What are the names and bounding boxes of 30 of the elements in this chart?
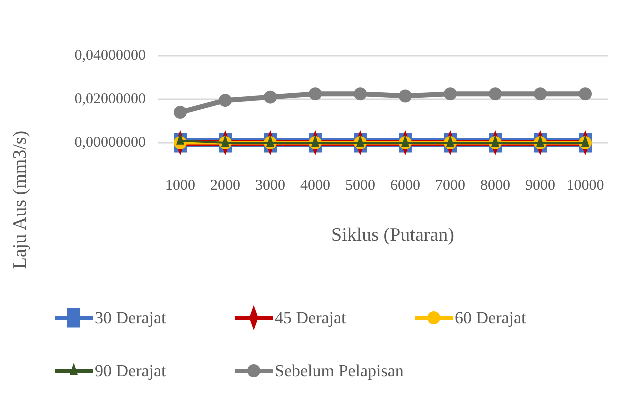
- point: [444, 88, 457, 101]
- x-tick-label: 2000: [210, 178, 240, 194]
- y-tick-label: 0,00000000: [74, 135, 146, 151]
- x-tick-label: 8000: [480, 178, 510, 194]
- legend-label: 30 Derajat: [95, 308, 167, 328]
- x-tick-label: 9000: [526, 178, 556, 194]
- legend-label: 90 Derajat: [95, 362, 167, 380]
- point: [309, 88, 322, 101]
- legend-label: 45 Derajat: [275, 308, 347, 328]
- x-tick-label: 1000: [166, 178, 196, 194]
- x-tick-label: 4000: [300, 178, 330, 194]
- point: [579, 88, 592, 101]
- point: [174, 106, 187, 120]
- point: [534, 88, 547, 101]
- point: [489, 88, 502, 101]
- point: [219, 94, 232, 108]
- y-tick-label: 0,02000000: [74, 92, 146, 108]
- x-tick-label: 6000: [390, 178, 420, 194]
- x-tick-label: 10000: [566, 178, 604, 194]
- x-tick-label: 5000: [346, 178, 376, 194]
- x-tick-label: 3000: [256, 178, 286, 194]
- point: [264, 90, 277, 104]
- x-axis-title: Siklus (Putaran): [332, 225, 454, 246]
- point: [354, 88, 367, 101]
- legend-label: 60 Derajat: [455, 308, 527, 328]
- x-tick-label: 7000: [436, 178, 466, 194]
- legend-label: Sebelum Pelapisan: [275, 362, 404, 380]
- point: [399, 90, 412, 103]
- y-tick-label: 0,04000000: [74, 48, 146, 64]
- y-axis-title: Laju Aus (mm3/s): [10, 130, 31, 270]
